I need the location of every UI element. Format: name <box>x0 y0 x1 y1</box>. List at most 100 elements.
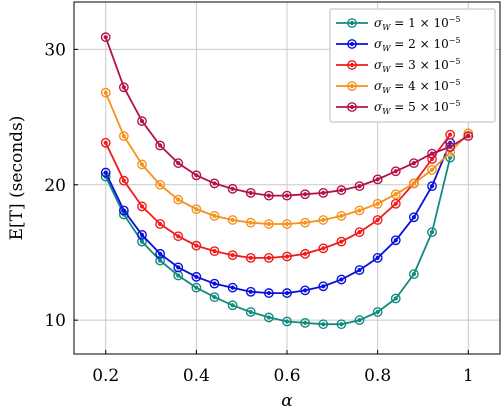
data-point <box>445 129 456 140</box>
data-point-dot <box>248 289 253 294</box>
data-point <box>137 229 147 240</box>
y-tick-label: 30 <box>44 40 66 60</box>
data-point <box>336 319 347 330</box>
data-point <box>390 235 401 246</box>
data-point <box>318 319 329 330</box>
data-point-dot <box>158 258 163 263</box>
data-point-dot <box>230 217 235 223</box>
data-point-dot <box>266 255 271 260</box>
data-point <box>390 166 401 177</box>
data-point-dot <box>212 249 217 254</box>
data-point <box>282 251 292 262</box>
data-point <box>227 215 238 225</box>
data-point-dot <box>266 290 271 296</box>
data-point-dot <box>284 193 290 198</box>
data-point <box>336 211 347 221</box>
data-point-dot <box>321 190 326 195</box>
data-point <box>300 217 311 228</box>
legend-marker-dot <box>349 104 355 110</box>
data-point <box>100 137 111 148</box>
data-point-dot <box>103 35 108 40</box>
data-point-dot <box>121 208 126 213</box>
data-point-dot <box>284 221 290 227</box>
data-point-dot <box>248 220 253 225</box>
data-point-dot <box>266 315 271 320</box>
data-point <box>227 183 238 194</box>
data-point-dot <box>393 169 398 174</box>
data-point-dot <box>393 238 398 243</box>
legend-item: σW = 5 × 10−5 <box>336 99 461 116</box>
data-point <box>137 236 147 247</box>
legend-marker-dot <box>349 41 355 47</box>
data-point <box>245 187 256 198</box>
data-point <box>300 317 311 328</box>
data-point-dot <box>194 173 199 178</box>
data-point-dot <box>103 170 108 175</box>
data-point <box>155 179 166 190</box>
data-point <box>100 87 111 98</box>
legend-label: σW = 1 × 10−5 <box>374 15 461 32</box>
data-point <box>100 167 111 178</box>
data-point <box>173 262 184 273</box>
series-1 <box>100 152 456 330</box>
data-point <box>227 300 238 311</box>
data-point <box>408 178 419 189</box>
data-point-dot <box>266 193 271 198</box>
data-point-dot <box>357 267 362 273</box>
data-point-dot <box>303 192 308 197</box>
legend-label: σW = 2 × 10−5 <box>374 36 461 53</box>
data-point-dot <box>339 239 344 244</box>
data-point-dot <box>411 161 416 166</box>
data-point-dot <box>411 272 416 277</box>
legend-item: σW = 2 × 10−5 <box>336 36 461 53</box>
data-point-dot <box>411 215 416 220</box>
x-tick-label: 0.8 <box>364 366 391 386</box>
data-point-dot <box>212 281 217 286</box>
data-point <box>245 252 256 263</box>
data-point <box>354 227 365 238</box>
legend-label: σW = 5 × 10−5 <box>374 99 461 116</box>
data-point-dot <box>429 184 435 189</box>
data-point <box>155 140 166 151</box>
data-point-dot <box>321 217 326 223</box>
data-point-dot <box>248 255 253 260</box>
data-point <box>463 131 474 141</box>
data-point <box>118 82 129 93</box>
data-point-dot <box>266 221 271 227</box>
data-point <box>191 170 202 181</box>
data-point-dot <box>411 181 416 186</box>
data-point-dot <box>357 230 362 235</box>
data-point <box>118 131 129 141</box>
data-point-dot <box>176 161 181 166</box>
data-point-dot <box>321 246 326 251</box>
data-point-dot <box>176 273 181 278</box>
data-point <box>191 240 202 251</box>
data-point-dot <box>248 190 253 195</box>
data-point-dot <box>212 181 217 186</box>
data-point <box>300 189 311 200</box>
data-point <box>390 189 401 200</box>
data-point <box>282 190 292 201</box>
data-point-dot <box>194 274 199 279</box>
data-point <box>336 185 347 196</box>
y-axis-label: E[T] (seconds) <box>7 116 27 241</box>
data-point <box>282 219 292 229</box>
data-point-dot <box>339 188 344 193</box>
data-point-dot <box>466 133 471 139</box>
data-point <box>282 316 292 327</box>
data-point <box>155 255 166 266</box>
legend-label: σW = 4 × 10−5 <box>374 78 461 95</box>
data-point <box>245 307 256 317</box>
data-point <box>155 219 166 229</box>
data-point-dot <box>284 254 290 259</box>
data-point <box>354 315 365 326</box>
data-point <box>427 148 437 159</box>
data-point <box>263 288 274 298</box>
data-point-dot <box>357 318 362 323</box>
data-point-dot <box>230 186 235 191</box>
data-point-dot <box>303 220 308 225</box>
data-point-dot <box>139 204 145 209</box>
data-point-dot <box>429 151 435 156</box>
data-point-dot <box>321 322 326 327</box>
data-point <box>300 248 311 259</box>
